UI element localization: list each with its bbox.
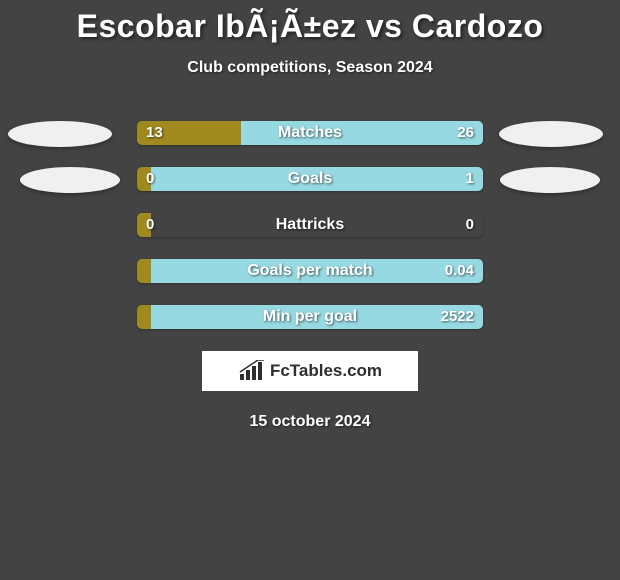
stat-value-right: 2522 — [441, 305, 474, 329]
stat-row: Hattricks00 — [0, 213, 620, 239]
fctables-logo: FcTables.com — [202, 351, 418, 391]
stat-bar-left — [137, 305, 151, 329]
stat-value-right: 1 — [466, 167, 474, 191]
stat-bar-track — [137, 121, 483, 145]
page-subtitle: Club competitions, Season 2024 — [0, 59, 620, 77]
page-title: Escobar IbÃ¡Ã±ez vs Cardozo — [0, 0, 620, 45]
stat-row: Goals01 — [0, 167, 620, 193]
stat-value-right: 26 — [457, 121, 474, 145]
stat-row: Min per goal2522 — [0, 305, 620, 331]
stat-bar-right — [241, 121, 483, 145]
stat-value-left: 13 — [146, 121, 163, 145]
fctables-logo-text: FcTables.com — [270, 361, 382, 381]
stat-bar-right — [151, 305, 483, 329]
stat-row: Goals per match0.04 — [0, 259, 620, 285]
chart-bars-icon — [238, 360, 266, 382]
stat-value-right: 0 — [466, 213, 474, 237]
stat-value-left: 0 — [146, 213, 154, 237]
stats-area: Matches1326Goals01Hattricks00Goals per m… — [0, 121, 620, 331]
stat-value-left: 0 — [146, 167, 154, 191]
stat-bar-track — [137, 213, 483, 237]
stat-bar-track — [137, 305, 483, 329]
stat-bar-left — [137, 259, 151, 283]
stat-bar-right — [151, 259, 483, 283]
date-label: 15 october 2024 — [0, 413, 620, 431]
stat-row: Matches1326 — [0, 121, 620, 147]
stat-bar-right — [151, 167, 483, 191]
stat-value-right: 0.04 — [445, 259, 474, 283]
stat-bar-track — [137, 167, 483, 191]
stat-bar-track — [137, 259, 483, 283]
